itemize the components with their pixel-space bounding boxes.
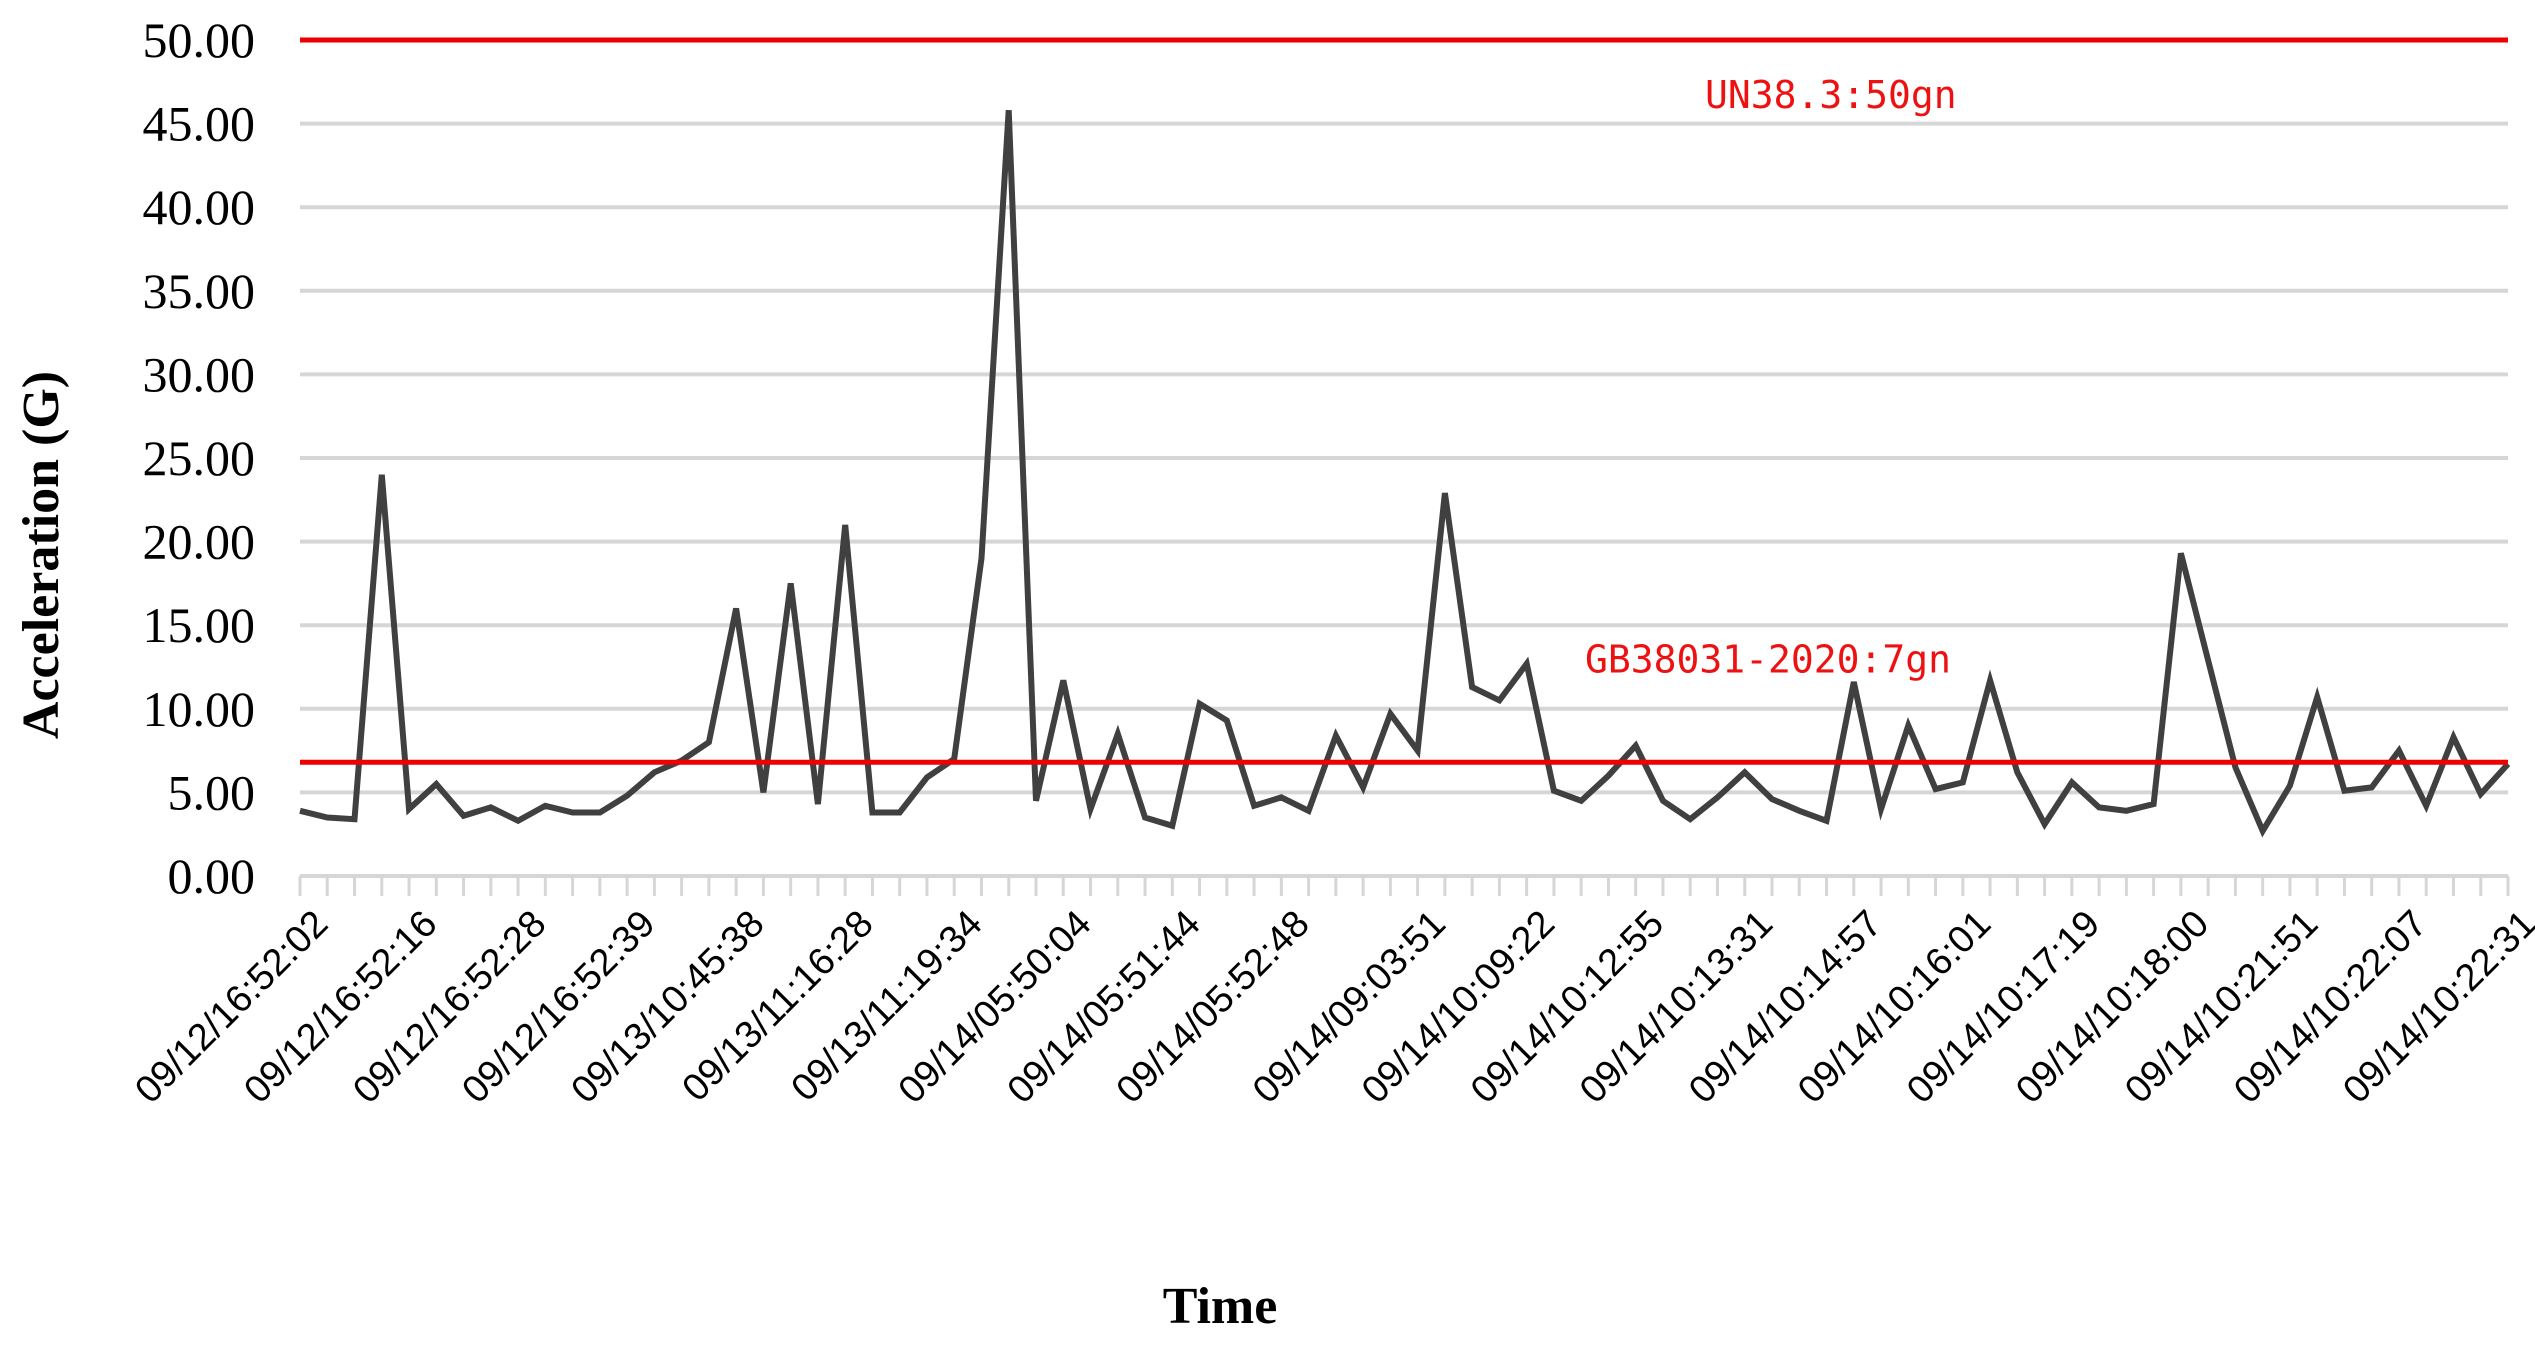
y-tick-label: 30.00 [143, 346, 256, 402]
y-tick-label: 40.00 [143, 179, 256, 235]
x-tick-label: 09/14/10:09:22 [1354, 903, 1563, 1112]
x-tick-label: 09/12/16:52:16 [236, 903, 445, 1112]
acceleration-series-line [299, 110, 2511, 838]
x-tick-label: 09/13/10:45:38 [564, 903, 773, 1112]
reference-line-label: GB38031-2020:7gn [1585, 637, 1951, 681]
reference-line-label: UN38.3:50gn [1705, 73, 1957, 117]
x-tick-label: 09/14/10:12:55 [1463, 903, 1672, 1112]
y-tick-label: 35.00 [143, 263, 256, 319]
x-tick-label: 09/14/10:21:51 [2117, 903, 2326, 1112]
x-tick-label: 09/12/16:52:02 [127, 903, 336, 1112]
y-axis-ticks: 0.00 5.00 10.00 15.00 20.00 25.00 30.00 35.00 40… [143, 12, 256, 904]
gridlines [300, 38, 2508, 795]
series-layer [299, 110, 2511, 838]
x-axis: 09/12/16:52:0209/12/16:52:1609/12/16:52:… [127, 874, 2535, 1112]
y-tick-label: 20.00 [143, 514, 256, 570]
x-tick-label: 09/14/05:51:44 [1000, 903, 1209, 1112]
y-axis-title: Acceleration (G) [13, 371, 70, 739]
y-tick-label: 10.00 [143, 681, 256, 737]
y-tick-label: 45.00 [143, 96, 256, 152]
x-tick-label: 09/14/10:22:31 [2335, 903, 2535, 1112]
y-tick-label: 50.00 [143, 12, 256, 68]
y-tick-label: 0.00 [168, 848, 256, 904]
x-tick-label: 09/14/10:18:00 [2008, 903, 2217, 1112]
y-tick-label: 25.00 [143, 430, 256, 486]
y-tick-label: 5.00 [168, 764, 256, 820]
x-tick-label: 09/14/10:17:19 [1899, 903, 2108, 1112]
reference-lines: UN38.3:50gn GB38031-2020:7gn [300, 37, 2508, 765]
x-tick-label: 09/14/05:50:04 [891, 903, 1100, 1112]
x-tick-label: 09/14/10:22:07 [2226, 903, 2435, 1112]
x-axis-title: Time [1163, 1278, 1278, 1335]
x-tick-label: 09/14/10:13:31 [1572, 903, 1781, 1112]
x-tick-label: 09/14/10:16:01 [1790, 903, 1999, 1112]
x-tick-label: 09/14/10:14:57 [1681, 903, 1890, 1112]
x-tick-label: 09/13/11:19:34 [784, 903, 991, 1110]
x-tick-label: 09/12/16:52:39 [454, 903, 663, 1112]
x-tick-label: 09/12/16:52:28 [345, 903, 554, 1112]
x-tick-label: 09/13/11:16:28 [675, 903, 882, 1110]
y-tick-label: 15.00 [143, 597, 256, 653]
